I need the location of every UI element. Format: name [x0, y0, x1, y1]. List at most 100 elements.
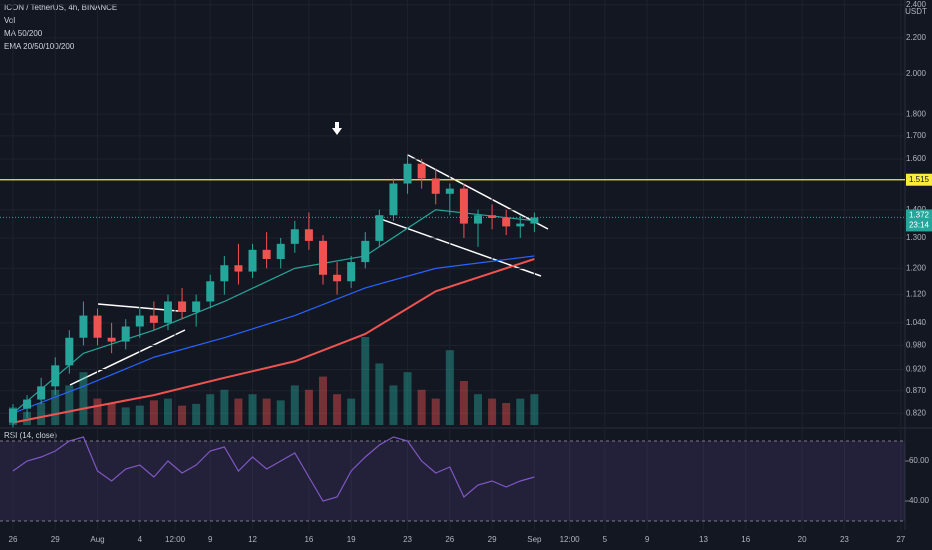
y-tick-label: 1.400 — [906, 205, 927, 214]
candle-body — [488, 215, 497, 218]
rsi-title: RSI (14, close) — [4, 431, 57, 440]
x-tick-label: 16 — [741, 535, 750, 544]
countdown-label: 23:14 — [909, 221, 930, 230]
candle-body — [93, 315, 102, 338]
rsi-band — [0, 441, 905, 521]
y-tick-label: 1.700 — [906, 131, 927, 140]
x-tick-label: Sep — [527, 535, 542, 544]
volume-bar — [530, 394, 539, 425]
x-tick-label: 5 — [603, 535, 608, 544]
volume-bar — [431, 398, 440, 425]
x-tick-label: 26 — [445, 535, 454, 544]
x-tick-label: 19 — [347, 535, 356, 544]
volume-bar — [135, 405, 144, 425]
candle-body — [23, 399, 32, 409]
volume-bar — [163, 398, 172, 425]
y-tick-label: 1.120 — [906, 290, 927, 299]
volume-bar — [318, 376, 327, 425]
y-tick-label: 1.200 — [906, 263, 927, 272]
candle-body — [530, 217, 539, 224]
volume-bar — [474, 394, 483, 425]
candle-body — [403, 163, 412, 184]
ma-line — [12, 258, 535, 424]
volume-bar — [375, 363, 384, 425]
x-tick-label: 27 — [896, 535, 905, 544]
candle-body — [234, 265, 243, 272]
last-price-tag — [906, 209, 932, 232]
candle-body — [149, 315, 158, 323]
ma-line — [12, 255, 535, 414]
candle-body — [318, 240, 327, 275]
rsi-line — [12, 436, 535, 502]
y-tick-label: 2.000 — [906, 69, 927, 78]
volume-bar — [333, 394, 342, 425]
candle-body — [206, 281, 215, 302]
trend-line — [69, 329, 186, 386]
y-tick-label: 1.800 — [906, 109, 927, 118]
x-tick-label: Aug — [90, 535, 104, 544]
candle-body — [248, 249, 257, 272]
candle-body — [37, 386, 46, 400]
rsi-tick-label: 60.00 — [909, 456, 930, 465]
candle-body — [333, 274, 342, 282]
x-tick-label: 13 — [699, 535, 708, 544]
y-tick-label: 0.980 — [906, 341, 927, 350]
candle-body — [417, 163, 426, 179]
candle-body — [375, 215, 384, 241]
x-tick-label: 26 — [9, 535, 18, 544]
volume-bar — [220, 389, 229, 425]
y-tick-label: 0.820 — [906, 408, 927, 417]
volume-bar — [389, 385, 398, 425]
indicator-label: EMA 20/50/100/200 — [4, 42, 75, 51]
volume-bar — [192, 403, 201, 425]
x-tick-label: 29 — [51, 535, 60, 544]
x-tick-label: 20 — [798, 535, 807, 544]
candle-body — [361, 240, 370, 263]
candle-body — [107, 337, 116, 342]
candle-body — [163, 301, 172, 323]
volume-bar — [37, 403, 46, 425]
y-tick-label: 1.040 — [906, 318, 927, 327]
volume-bar — [51, 389, 60, 425]
candle-body — [304, 229, 313, 241]
candle-body — [389, 183, 398, 216]
x-tick-label: 12 — [248, 535, 257, 544]
candle-body — [459, 188, 468, 224]
volume-bar — [93, 398, 102, 425]
candle-body — [516, 223, 525, 227]
candle-body — [262, 249, 271, 259]
last-price-label: 1.372 — [909, 211, 930, 220]
volume-bar — [79, 372, 88, 425]
volume-bar — [516, 398, 525, 425]
y-tick-label: 0.920 — [906, 365, 927, 374]
x-tick-label: 12:00 — [165, 535, 186, 544]
volume-bar — [276, 400, 285, 425]
volume-bar — [262, 398, 271, 425]
y-tick-label: 1.600 — [906, 154, 927, 163]
candle-body — [135, 315, 144, 327]
volume-bar — [290, 385, 299, 425]
x-tick-label: 12:00 — [560, 535, 581, 544]
x-tick-label: 4 — [138, 535, 143, 544]
candle-body — [290, 229, 299, 244]
volume-bar — [361, 337, 370, 425]
x-tick-label: 16 — [304, 535, 313, 544]
candle-body — [276, 243, 285, 259]
x-tick-label: 23 — [403, 535, 412, 544]
volume-bar — [65, 385, 74, 425]
x-tick-label: 23 — [840, 535, 849, 544]
level-label: 1.515 — [909, 175, 930, 184]
volume-bar — [347, 398, 356, 425]
rsi-tick-label: 40.00 — [909, 496, 930, 505]
candle-body — [192, 301, 201, 312]
volume-bar — [206, 394, 215, 425]
trend-line — [407, 154, 549, 230]
arrow-icon — [332, 122, 342, 135]
candle-body — [445, 188, 454, 194]
volume-bar — [107, 403, 116, 425]
candle-body — [347, 262, 356, 282]
chart-title: ICON / TetherUS, 4h, BINANCE — [4, 3, 117, 12]
volume-bar — [23, 411, 32, 425]
indicator-label: MA 50/200 — [4, 29, 43, 38]
